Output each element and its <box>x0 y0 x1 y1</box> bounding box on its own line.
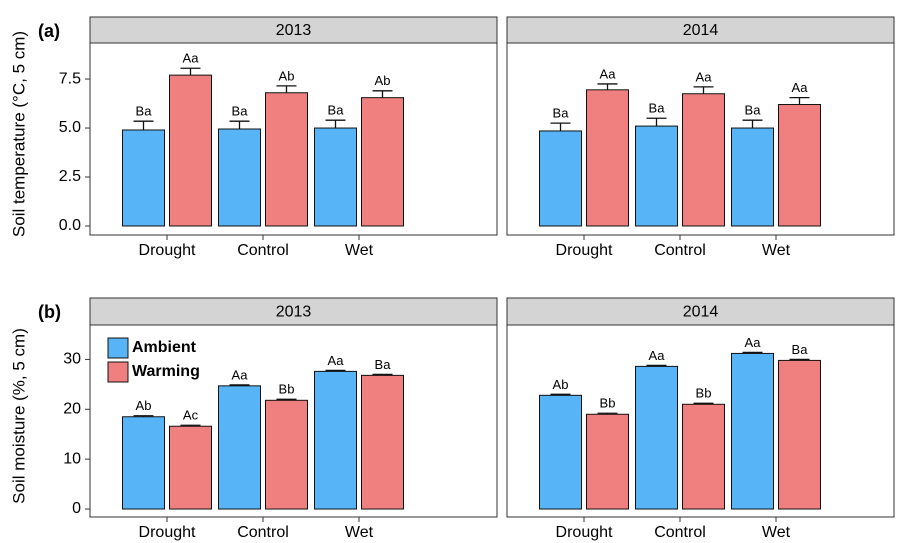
bar <box>731 352 774 510</box>
y-tick-label: 0.0 <box>59 217 81 234</box>
bar <box>586 413 629 510</box>
bar <box>169 425 212 510</box>
bar <box>682 93 725 227</box>
bar <box>169 74 212 227</box>
bar <box>265 399 308 510</box>
panel-label: (b) <box>38 302 61 322</box>
bar <box>218 385 261 510</box>
bar <box>122 416 165 510</box>
significance-letter: Aa <box>328 353 345 368</box>
bar <box>361 97 404 227</box>
x-tick-label: Control <box>654 524 706 541</box>
bar <box>218 128 261 227</box>
y-tick-label: 0 <box>72 500 81 517</box>
significance-letter: Ab <box>279 68 295 83</box>
plot-frame <box>89 42 498 236</box>
legend-label: Warming <box>132 363 200 380</box>
x-tick-label: Control <box>237 242 289 259</box>
significance-letter: Aa <box>745 335 762 350</box>
significance-letter: Ba <box>328 103 345 118</box>
significance-letter: Ba <box>136 104 153 119</box>
bar <box>778 104 821 227</box>
significance-letter: Aa <box>792 80 809 95</box>
significance-letter: Bb <box>696 386 712 401</box>
y-tick-label: 10 <box>63 450 81 467</box>
bar <box>731 127 774 227</box>
legend-label: Ambient <box>132 339 197 356</box>
significance-letter: Aa <box>696 69 713 84</box>
facet-title: 2014 <box>683 304 719 321</box>
y-tick-label: 30 <box>63 351 81 368</box>
significance-letter: Ba <box>792 342 809 357</box>
significance-letter: Ba <box>375 357 392 372</box>
significance-letter: Ba <box>553 106 570 121</box>
facet-strip <box>89 16 498 44</box>
x-tick-label: Drought <box>139 242 196 259</box>
y-tick-label: 2.5 <box>59 168 81 185</box>
bar <box>265 92 308 227</box>
x-tick-label: Drought <box>556 242 613 259</box>
x-tick-label: Control <box>654 242 706 259</box>
y-axis-title: Soil temperature (°C, 5 cm) <box>9 31 28 237</box>
significance-letter: Aa <box>232 367 249 382</box>
x-tick-label: Control <box>237 524 289 541</box>
bar <box>682 403 725 510</box>
bar <box>778 359 821 510</box>
plot-frame <box>506 42 895 236</box>
significance-letter: Ab <box>136 398 152 413</box>
facet-strip <box>506 297 895 326</box>
significance-letter: Ab <box>375 73 391 88</box>
bar <box>361 374 404 510</box>
plot-frame <box>506 324 895 518</box>
x-tick-label: Drought <box>556 524 613 541</box>
x-tick-label: Wet <box>762 524 791 541</box>
y-tick-label: 7.5 <box>59 70 81 87</box>
significance-letter: Aa <box>649 348 666 363</box>
bar <box>586 89 629 227</box>
x-tick-label: Wet <box>345 242 374 259</box>
significance-letter: Aa <box>600 66 617 81</box>
bar <box>539 130 582 227</box>
y-tick-label: 20 <box>63 400 81 417</box>
y-tick-label: 5.0 <box>59 119 81 136</box>
significance-letter: Bb <box>279 382 295 397</box>
bar <box>635 365 678 510</box>
bar <box>122 129 165 227</box>
x-tick-label: Drought <box>139 524 196 541</box>
x-tick-label: Wet <box>762 242 791 259</box>
bar <box>314 127 357 227</box>
legend-swatch <box>107 337 129 359</box>
bar <box>539 394 582 510</box>
significance-letter: Aa <box>183 51 200 66</box>
bar <box>635 125 678 227</box>
significance-letter: Ac <box>183 408 199 423</box>
significance-letter: Ba <box>745 103 762 118</box>
panel-label: (a) <box>38 21 60 41</box>
facet-title: 2013 <box>276 22 312 39</box>
plot-frame <box>89 324 498 518</box>
facet-title: 2013 <box>276 304 312 321</box>
bar <box>314 370 357 510</box>
significance-letter: Ba <box>649 101 666 116</box>
facet-strip <box>89 297 498 326</box>
significance-letter: Bb <box>600 396 616 411</box>
significance-letter: Ab <box>553 377 569 392</box>
facet-title: 2014 <box>683 22 719 39</box>
y-axis-title: Soil moisture (%, 5 cm) <box>9 328 28 504</box>
x-tick-label: Wet <box>345 524 374 541</box>
significance-letter: Ba <box>232 104 249 119</box>
legend-swatch <box>107 361 129 383</box>
